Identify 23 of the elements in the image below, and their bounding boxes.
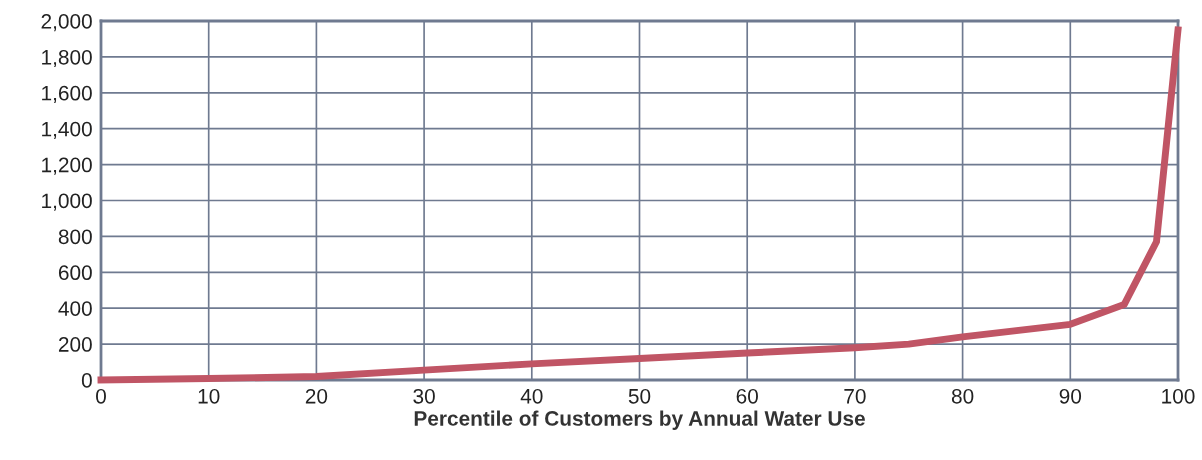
x-tick-label: 60 bbox=[736, 388, 758, 404]
y-tick-label: 1,800 bbox=[42, 49, 92, 68]
x-tick-label: 10 bbox=[198, 388, 220, 404]
x-tick-label: 80 bbox=[951, 388, 974, 404]
x-tick-label: 50 bbox=[628, 388, 651, 404]
y-tick-label: 1,200 bbox=[42, 157, 92, 175]
y-tick-label: 1,400 bbox=[42, 121, 92, 139]
y-tick-label: 2,000 bbox=[41, 14, 92, 32]
y-tick-label: 1,000 bbox=[42, 193, 92, 211]
x-tick-label: 90 bbox=[1059, 388, 1082, 404]
x-tick-label: 100 bbox=[1162, 388, 1195, 404]
x-axis-title: Percentile of Customers by Annual Water Use bbox=[414, 410, 865, 430]
x-tick-label: 70 bbox=[844, 388, 866, 404]
x-tick-label: 20 bbox=[305, 388, 328, 404]
y-tick-label: 600 bbox=[58, 265, 92, 281]
y-tick-label: 200 bbox=[58, 337, 92, 352]
y-tick-label: 0 bbox=[81, 373, 92, 388]
y-tick-label: 1,600 bbox=[42, 85, 92, 104]
x-tick-label: 30 bbox=[413, 388, 435, 404]
x-tick-label: 0 bbox=[96, 388, 106, 404]
x-tick-label: 40 bbox=[520, 388, 543, 404]
y-tick-label: 400 bbox=[58, 301, 92, 316]
y-tick-label: 800 bbox=[58, 229, 92, 245]
